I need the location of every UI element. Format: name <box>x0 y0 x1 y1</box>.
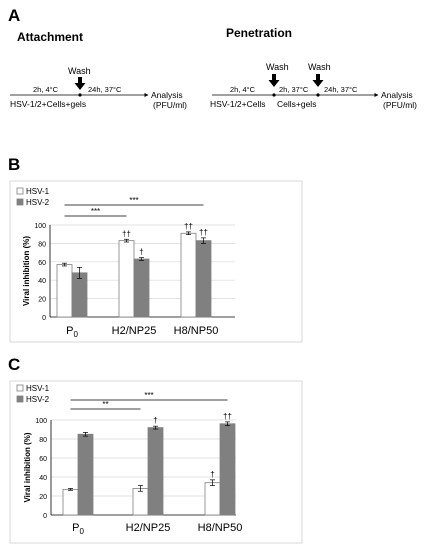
bar-hsv-1 <box>204 482 221 516</box>
x-category-label: H8/NP50 <box>198 522 243 534</box>
significance-label: ** <box>102 400 108 409</box>
x-category-label: P0 <box>72 522 84 536</box>
bar-hsv-1 <box>62 488 79 516</box>
bar-hsv-1 <box>180 232 197 318</box>
bar-hsv-1 <box>118 240 135 318</box>
penetration-mid: Cells+gels <box>277 99 316 109</box>
x-category-label: H2/NP25 <box>112 325 157 337</box>
x-category-label: H2/NP25 <box>126 522 171 534</box>
legend-swatch-hsv-2 <box>16 198 24 206</box>
x-category-label: P0 <box>66 325 78 339</box>
y-tick-label: 40 <box>39 475 47 482</box>
significance-marker: †† <box>122 229 131 238</box>
y-axis-label: Viral inhibition (%) <box>23 432 32 502</box>
penetration-step2: 2h, 37°C <box>279 85 309 94</box>
y-tick-label: 60 <box>39 456 47 463</box>
penetration-analysis-line2: (PFU/ml) <box>383 100 417 110</box>
bar-hsv-2 <box>147 427 164 516</box>
panel-b-label: B <box>8 155 20 174</box>
y-tick-label: 20 <box>39 494 47 501</box>
penetration-protocol: Penetration Wash Wash 2h, 4°C 2h, 37°C 2… <box>210 26 417 110</box>
penetration-wash2-label: Wash <box>308 62 331 72</box>
penetration-step3: 24h, 37°C <box>324 85 358 94</box>
attachment-step1: 2h, 4°C <box>33 85 59 94</box>
attachment-wash-point <box>78 93 82 97</box>
bar-hsv-2 <box>71 272 88 318</box>
bar-hsv-1 <box>132 487 149 516</box>
y-tick-label: 60 <box>38 260 46 267</box>
legend-label: HSV-1 <box>26 187 50 196</box>
significance-marker: † <box>210 470 214 479</box>
legend-swatch-hsv-1 <box>16 384 24 392</box>
attachment-protocol: Attachment Wash 2h, 4°C 24h, 37°C HSV-1/… <box>10 30 187 110</box>
y-tick-label: 0 <box>42 315 46 322</box>
bar-hsv-2 <box>219 423 236 516</box>
x-category-label: H8/NP50 <box>174 325 219 337</box>
attachment-analysis-line1: Analysis <box>151 90 183 100</box>
y-axis-label: Viral inhibition (%) <box>22 236 31 306</box>
penetration-wash1-arrow-icon <box>268 74 280 87</box>
attachment-wash-arrow-icon <box>74 77 86 90</box>
legend-label: HSV-2 <box>26 395 50 404</box>
attachment-wash-label: Wash <box>68 66 91 76</box>
bar-hsv-2 <box>77 433 94 516</box>
significance-label: *** <box>91 207 100 216</box>
significance-label: *** <box>129 196 138 205</box>
y-tick-label: 100 <box>35 418 47 425</box>
significance-marker: † <box>153 416 157 425</box>
legend-label: HSV-1 <box>26 384 50 393</box>
attachment-title: Attachment <box>17 30 83 44</box>
y-tick-label: 40 <box>38 278 46 285</box>
attachment-step2: 24h, 37°C <box>88 85 122 94</box>
significance-marker: †† <box>184 222 193 231</box>
significance-marker: †† <box>199 228 208 237</box>
penetration-title: Penetration <box>226 26 292 40</box>
significance-marker: † <box>139 248 143 257</box>
significance-label: *** <box>144 391 153 400</box>
penetration-wash2-arrow-icon <box>312 74 324 87</box>
penetration-start: HSV-1/2+Cells <box>210 99 266 109</box>
legend-label: HSV-2 <box>26 198 50 207</box>
y-tick-label: 80 <box>39 437 47 444</box>
bar-hsv-2 <box>195 240 212 318</box>
bar-hsv-1 <box>56 264 73 318</box>
attachment-analysis-line2: (PFU/ml) <box>153 100 187 110</box>
legend-swatch-hsv-2 <box>16 395 24 403</box>
y-tick-label: 100 <box>34 223 46 230</box>
panel-a: A Attachment Wash 2h, 4°C 24h, 37°C HSV-… <box>8 6 417 110</box>
legend-swatch-hsv-1 <box>16 187 24 195</box>
significance-marker: †† <box>223 412 232 421</box>
penetration-analysis-line1: Analysis <box>381 90 413 100</box>
penetration-wash1-label: Wash <box>266 62 289 72</box>
y-tick-label: 20 <box>38 297 46 304</box>
penetration-wash2-point <box>316 93 320 97</box>
panel-c-label: C <box>8 355 20 374</box>
attachment-start: HSV-1/2+Cells+gels <box>10 99 86 109</box>
penetration-wash1-point <box>272 93 276 97</box>
bar-hsv-2 <box>133 258 150 318</box>
y-tick-label: 0 <box>43 513 47 520</box>
penetration-step1: 2h, 4°C <box>230 85 256 94</box>
panel-a-label: A <box>8 6 20 25</box>
y-tick-label: 80 <box>38 241 46 248</box>
